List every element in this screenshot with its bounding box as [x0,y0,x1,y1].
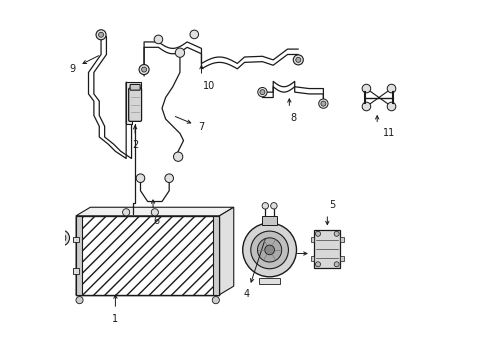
Circle shape [386,84,395,93]
Bar [310,238,314,242]
Bar [258,278,280,284]
Polygon shape [126,82,141,123]
Bar [314,230,340,268]
Circle shape [164,174,173,183]
Circle shape [250,231,288,269]
Circle shape [96,30,106,40]
Text: 4: 4 [243,289,249,300]
FancyBboxPatch shape [128,88,142,121]
Bar [340,238,343,242]
Circle shape [295,57,300,62]
Circle shape [293,55,303,65]
Bar [73,268,79,274]
Circle shape [257,238,281,262]
Text: 9: 9 [69,64,75,74]
FancyBboxPatch shape [130,85,140,90]
Text: 5: 5 [328,201,335,211]
Bar [262,216,276,225]
Text: 7: 7 [198,122,203,132]
Circle shape [190,30,198,39]
Circle shape [57,234,66,242]
Text: 6: 6 [153,216,159,226]
Polygon shape [219,207,233,295]
Circle shape [154,35,163,44]
Circle shape [139,64,149,75]
Circle shape [333,262,339,267]
Text: 11: 11 [382,128,394,138]
Circle shape [54,230,69,246]
Polygon shape [76,207,233,216]
Circle shape [122,209,129,216]
Text: 1: 1 [112,315,118,324]
Circle shape [136,174,144,183]
Circle shape [151,209,158,216]
Text: 2: 2 [132,140,138,150]
Circle shape [99,32,103,37]
Circle shape [315,262,320,267]
Bar [310,256,314,261]
Circle shape [262,203,268,209]
Circle shape [142,67,146,72]
Bar [212,216,219,295]
Circle shape [257,87,266,97]
Circle shape [318,99,327,108]
Text: 3: 3 [312,248,318,258]
Circle shape [320,101,325,106]
Circle shape [264,245,274,255]
Circle shape [270,203,277,209]
Circle shape [315,231,320,236]
Circle shape [242,223,296,277]
Bar [73,237,79,242]
Circle shape [175,48,184,57]
Circle shape [333,231,339,236]
Text: 10: 10 [203,81,215,91]
Text: 8: 8 [290,113,296,123]
Circle shape [173,152,183,161]
Circle shape [362,102,370,111]
Circle shape [260,90,264,95]
Bar [76,216,82,295]
Polygon shape [76,216,219,295]
Circle shape [212,297,219,304]
Circle shape [76,297,83,304]
Bar [340,256,343,261]
Circle shape [362,84,370,93]
Circle shape [386,102,395,111]
